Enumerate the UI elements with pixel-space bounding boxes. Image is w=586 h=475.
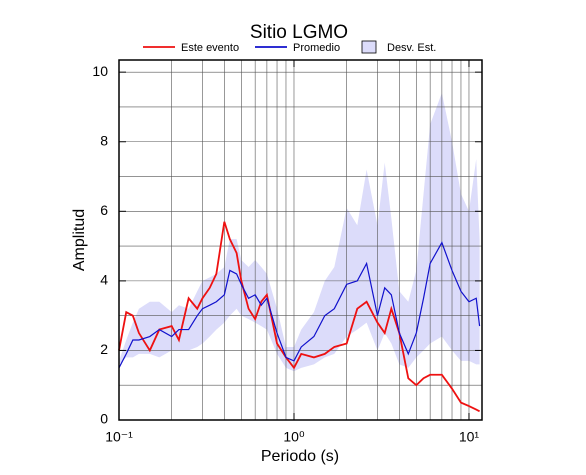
plot-frame — [118, 59, 483, 421]
y-tick-label: 4 — [100, 272, 108, 288]
x-tick-label: 10¹ — [459, 429, 480, 445]
x-tick-label: 10⁰ — [283, 429, 305, 445]
legend-label: Este evento — [181, 42, 239, 54]
y-tick-label: 10 — [92, 63, 108, 79]
y-tick-label: 2 — [100, 341, 108, 357]
series-line — [118, 241, 481, 369]
y-axis-label: Amplitud — [71, 209, 88, 271]
y-tick-label: 8 — [100, 132, 108, 148]
legend-label: Desv. Est. — [387, 42, 436, 54]
legend-swatch — [361, 40, 377, 54]
y-tick-label: 6 — [100, 202, 108, 218]
y-tick-label: 0 — [100, 411, 108, 427]
x-tick-label: 10⁻¹ — [105, 429, 133, 445]
std-band — [119, 93, 480, 372]
legend-label: Promedio — [293, 42, 340, 54]
chart-title: Sitio LGMO — [250, 22, 348, 43]
x-axis-label: Periodo (s) — [261, 448, 339, 465]
